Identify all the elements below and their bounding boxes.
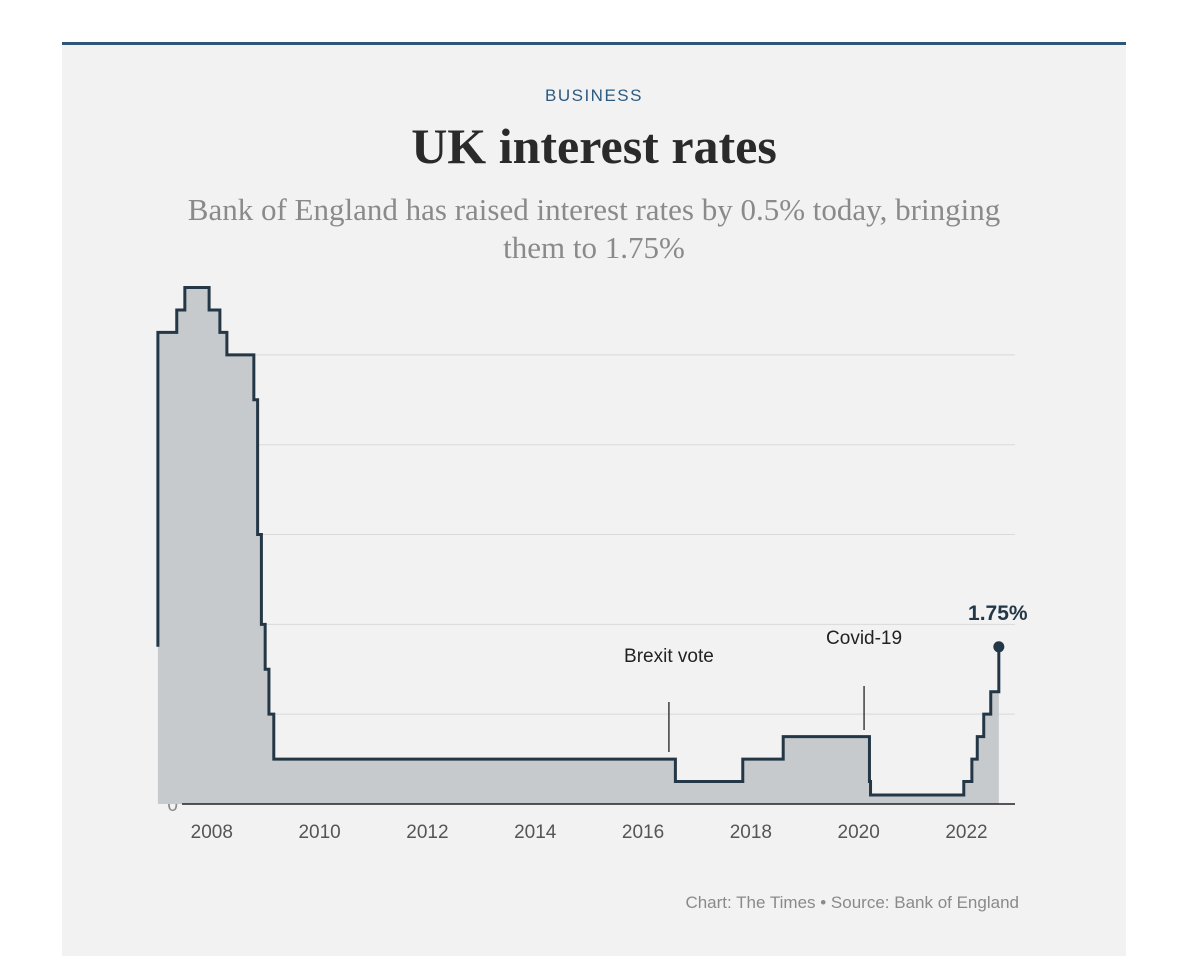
gridlines	[182, 354, 1015, 715]
rate-area	[157, 287, 999, 804]
annotation-label: Covid-19	[826, 628, 902, 649]
x-tick-label: 2020	[838, 822, 880, 843]
chart-credit: Chart: The Times • Source: Bank of Engla…	[685, 893, 1019, 912]
chart-card: BUSINESS UK interest rates Bank of Engla…	[62, 42, 1126, 956]
chart-subtitle: Bank of England has raised interest rate…	[187, 192, 1001, 265]
x-axis-tick-labels: 2008 2010 2012 2014 2016 2018 2020 2022	[191, 822, 988, 843]
x-tick-label: 2008	[191, 822, 233, 843]
annotation-label: Brexit vote	[624, 646, 714, 667]
x-tick-label: 2018	[730, 822, 772, 843]
x-tick-label: 2010	[298, 822, 340, 843]
interest-rate-chart: 012345 20082010201220142016201820202022 …	[156, 286, 1028, 843]
y-tick-label: 0	[167, 795, 178, 816]
x-tick-label: 2014	[514, 822, 557, 843]
end-point-marker	[993, 641, 1005, 653]
x-tick-label: 2022	[945, 822, 987, 843]
x-tick-label: 2012	[406, 822, 448, 843]
chart-title: UK interest rates	[411, 118, 777, 174]
section-kicker: BUSINESS	[545, 86, 643, 105]
rate-line	[156, 286, 1001, 797]
end-value-label: 1.75%	[968, 602, 1028, 625]
annotations: Brexit vote Covid-19	[624, 628, 902, 752]
x-tick-label: 2016	[622, 822, 664, 843]
